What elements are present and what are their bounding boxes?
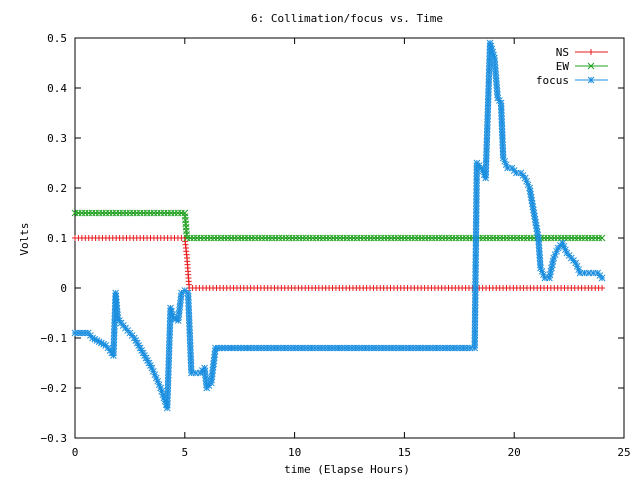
legend-label: focus [536,74,569,87]
series-ew [71,209,606,242]
data-point [151,371,159,379]
data-point [497,102,505,110]
x-axis-label: time (Elapse Hours) [284,463,410,476]
x-tick-label: 5 [181,446,188,459]
data-point [501,157,509,165]
y-tick-label: −0.3 [41,432,68,445]
series-ns [72,235,606,291]
data-point [588,49,594,55]
y-tick-label: −0.2 [41,382,68,395]
y-tick-label: 0.1 [47,232,67,245]
data-point [472,252,480,259]
legend-entry: EW [556,60,608,73]
x-tick-label: 15 [398,446,411,459]
legend-label: NS [556,46,569,59]
chart-title: 6: Collimation/focus vs. Time [251,12,443,25]
data-point [170,314,178,322]
x-tick-label: 25 [617,446,630,459]
data-point [338,344,346,352]
data-point [483,125,491,132]
legend-label: EW [556,60,570,73]
series-focus [71,39,606,412]
legend-entry: NS [556,46,608,59]
x-tick-label: 20 [508,446,521,459]
data-point [484,121,491,129]
plot-area: 0 5 10 15 20 25 −0.3 −0.2 −0.1 0 0.1 0.2 0.3 0.4 0.5 NS… [41,32,631,459]
y-tick-label: 0 [60,282,67,295]
legend-entry: focus [536,74,608,87]
y-axis-label: Volts [18,222,31,255]
data-point [498,119,506,126]
series-line [75,212,603,239]
y-tick-label: 0.4 [47,82,67,95]
data-point [587,62,595,70]
data-point [215,344,223,352]
data-point [491,61,499,69]
data-point [149,367,157,375]
data-point [599,285,606,291]
data-point [598,274,606,282]
data-point [460,344,467,352]
y-tick-label: 0.2 [47,182,67,195]
series-line [75,42,603,409]
data-point [587,76,595,84]
data-point [535,241,543,249]
data-point [482,161,490,169]
data-point [498,109,505,117]
data-point [502,161,510,169]
x-tick-label: 10 [288,446,301,459]
data-point [538,267,546,275]
data-point [575,266,582,274]
data-point [155,381,163,389]
data-point [572,259,580,267]
y-tick-label: 0.3 [47,132,67,145]
data-point [499,154,507,162]
x-tick-label: 0 [72,446,79,459]
data-point [598,234,606,242]
data-point [550,254,558,262]
series-line [75,237,603,289]
y-tick-label: −0.1 [41,332,68,345]
y-tick-label: 0.5 [47,32,67,45]
